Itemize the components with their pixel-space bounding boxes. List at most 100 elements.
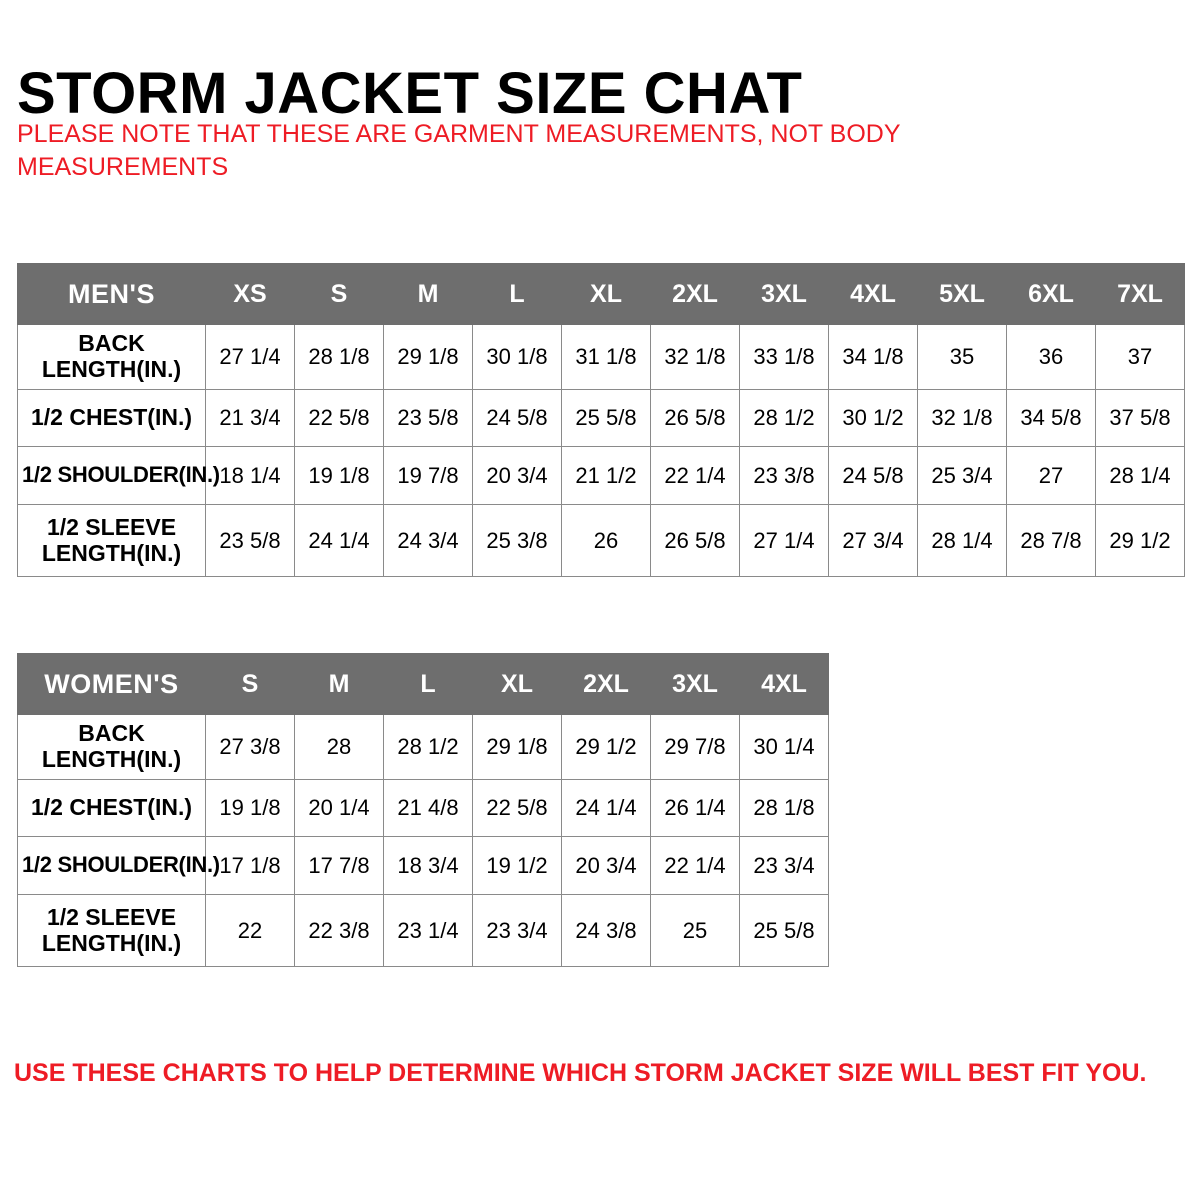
row-label-line-2: LENGTH(IN.) — [41, 539, 182, 566]
cell: 30 1/2 — [828, 389, 918, 447]
table-row: BACK LENGTH(IN.) 27 3/8 28 28 1/2 29 1/8… — [17, 714, 829, 780]
mens-size-header-s: S — [294, 263, 384, 325]
cell: 29 1/8 — [383, 324, 473, 390]
row-label-line-1: BACK — [78, 720, 145, 747]
womens-row-label-half-shoulder: 1/2 SHOULDER(IN.) — [17, 836, 220, 895]
cell: 28 1/4 — [917, 504, 1007, 577]
womens-corner-header: WOMEN'S — [17, 653, 206, 715]
cell: 26 5/8 — [650, 389, 740, 447]
cell: 23 5/8 — [383, 389, 473, 447]
mens-size-header-3xl: 3XL — [739, 263, 829, 325]
womens-size-header-s: S — [205, 653, 295, 715]
cell: 36 — [1006, 324, 1096, 390]
cell: 33 1/8 — [739, 324, 829, 390]
table-row: 1/2 SLEEVE LENGTH(IN.) 23 5/8 24 1/4 24 … — [17, 504, 1185, 577]
cell: 28 1/2 — [739, 389, 829, 447]
cell: 21 4/8 — [383, 779, 473, 837]
cell: 30 1/4 — [739, 714, 829, 780]
mens-size-header-xs: XS — [205, 263, 295, 325]
cell: 27 3/8 — [205, 714, 295, 780]
cell: 24 1/4 — [294, 504, 384, 577]
cell: 29 7/8 — [650, 714, 740, 780]
mens-size-header-2xl: 2XL — [650, 263, 740, 325]
cell: 28 1/4 — [1095, 446, 1185, 505]
cell: 37 5/8 — [1095, 389, 1185, 447]
cell: 19 7/8 — [383, 446, 473, 505]
mens-row-label-half-chest: 1/2 CHEST(IN.) — [17, 389, 206, 447]
cell: 17 1/8 — [205, 836, 295, 895]
cell: 18 3/4 — [383, 836, 473, 895]
row-label-line-2: LENGTH(IN.) — [41, 356, 182, 382]
cell: 20 3/4 — [472, 446, 562, 505]
womens-table-body: BACK LENGTH(IN.) 27 3/8 28 28 1/2 29 1/8… — [17, 714, 829, 967]
cell: 35 — [917, 324, 1007, 390]
table-row: 1/2 SHOULDER(IN.) 18 1/4 19 1/8 19 7/8 2… — [17, 446, 1185, 505]
cell: 22 5/8 — [472, 779, 562, 837]
cell: 19 1/8 — [294, 446, 384, 505]
cell: 21 3/4 — [205, 389, 295, 447]
table-row: 1/2 CHEST(IN.) 19 1/8 20 1/4 21 4/8 22 5… — [17, 779, 829, 837]
mens-table-head: MEN'S XS S M L XL 2XL 3XL 4XL 5XL 6XL 7X… — [17, 263, 1185, 325]
row-label-line-1: 1/2 SLEEVE — [46, 513, 177, 540]
cell: 22 5/8 — [294, 389, 384, 447]
cell: 22 — [205, 894, 295, 967]
womens-size-header-xl: XL — [472, 653, 562, 715]
cell: 27 — [1006, 446, 1096, 505]
mens-size-header-xl: XL — [561, 263, 651, 325]
cell: 32 1/8 — [650, 324, 740, 390]
use-charts-note: USE THESE CHARTS TO HELP DETERMINE WHICH… — [14, 1059, 1147, 1087]
page-title: STORM JACKET SIZE CHAT — [17, 60, 803, 126]
cell: 20 1/4 — [294, 779, 384, 837]
cell: 29 1/2 — [1095, 504, 1185, 577]
cell: 23 1/4 — [383, 894, 473, 967]
cell: 26 1/4 — [650, 779, 740, 837]
womens-row-label-half-sleeve-length: 1/2 SLEEVE LENGTH(IN.) — [17, 894, 206, 967]
cell: 23 3/8 — [739, 446, 829, 505]
cell: 24 1/4 — [561, 779, 651, 837]
cell: 28 1/8 — [294, 324, 384, 390]
womens-header-row: WOMEN'S S M L XL 2XL 3XL 4XL — [17, 653, 829, 715]
table-row: 1/2 SHOULDER(IN.) 17 1/8 17 7/8 18 3/4 1… — [17, 836, 829, 895]
cell: 22 1/4 — [650, 836, 740, 895]
cell: 24 5/8 — [828, 446, 918, 505]
cell: 27 1/4 — [739, 504, 829, 577]
cell: 24 3/4 — [383, 504, 473, 577]
cell: 23 3/4 — [739, 836, 829, 895]
womens-size-header-l: L — [383, 653, 473, 715]
cell: 21 1/2 — [561, 446, 651, 505]
cell: 19 1/2 — [472, 836, 562, 895]
mens-size-table: MEN'S XS S M L XL 2XL 3XL 4XL 5XL 6XL 7X… — [17, 263, 1185, 577]
mens-corner-header: MEN'S — [17, 263, 206, 325]
womens-size-header-2xl: 2XL — [561, 653, 651, 715]
cell: 17 7/8 — [294, 836, 384, 895]
cell: 28 1/8 — [739, 779, 829, 837]
cell: 34 1/8 — [828, 324, 918, 390]
cell: 18 1/4 — [205, 446, 295, 505]
womens-size-header-m: M — [294, 653, 384, 715]
mens-header-row: MEN'S XS S M L XL 2XL 3XL 4XL 5XL 6XL 7X… — [17, 263, 1185, 325]
cell: 22 3/8 — [294, 894, 384, 967]
cell: 34 5/8 — [1006, 389, 1096, 447]
mens-row-label-back-length: BACK LENGTH(IN.) — [17, 324, 206, 390]
cell: 37 — [1095, 324, 1185, 390]
womens-size-header-4xl: 4XL — [739, 653, 829, 715]
cell: 23 5/8 — [205, 504, 295, 577]
womens-row-label-back-length: BACK LENGTH(IN.) — [17, 714, 206, 780]
mens-size-header-m: M — [383, 263, 473, 325]
cell: 20 3/4 — [561, 836, 651, 895]
cell: 27 3/4 — [828, 504, 918, 577]
row-label-line-2: LENGTH(IN.) — [41, 929, 182, 956]
cell: 28 1/2 — [383, 714, 473, 780]
womens-size-table: WOMEN'S S M L XL 2XL 3XL 4XL BACK LENGTH… — [17, 653, 829, 967]
cell: 25 3/8 — [472, 504, 562, 577]
table-row: 1/2 CHEST(IN.) 21 3/4 22 5/8 23 5/8 24 5… — [17, 389, 1185, 447]
womens-table-head: WOMEN'S S M L XL 2XL 3XL 4XL — [17, 653, 829, 715]
mens-size-header-5xl: 5XL — [917, 263, 1007, 325]
cell: 25 3/4 — [917, 446, 1007, 505]
cell: 31 1/8 — [561, 324, 651, 390]
womens-size-header-3xl: 3XL — [650, 653, 740, 715]
mens-size-header-4xl: 4XL — [828, 263, 918, 325]
cell: 26 5/8 — [650, 504, 740, 577]
cell: 25 5/8 — [739, 894, 829, 967]
